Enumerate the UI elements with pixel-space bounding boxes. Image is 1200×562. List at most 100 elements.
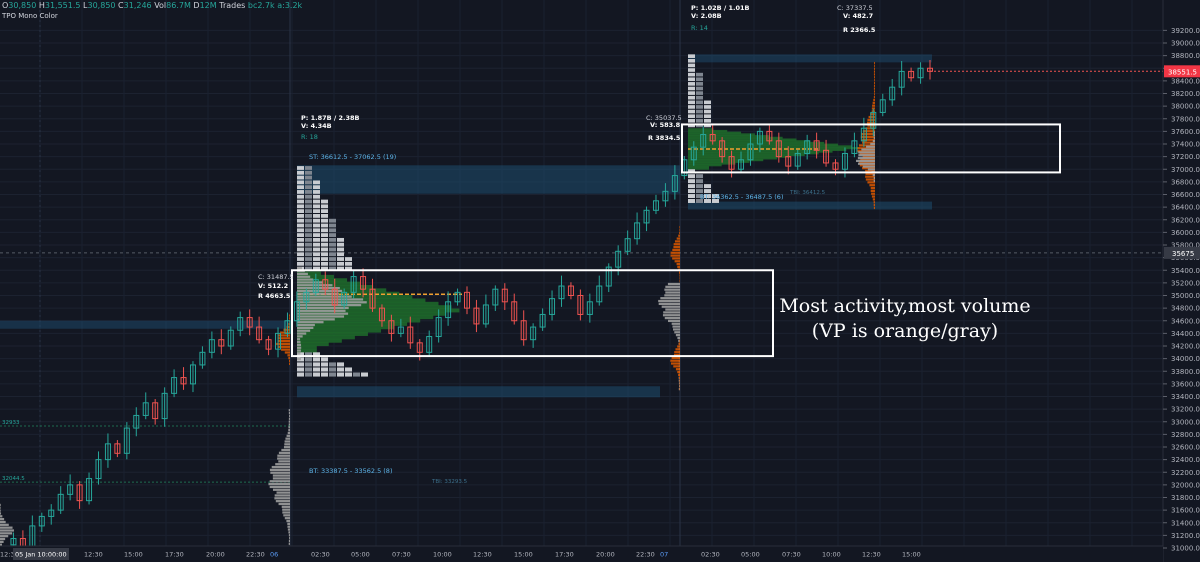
y-tick-label: 33600.0: [1171, 380, 1200, 388]
candle-body: [218, 339, 225, 347]
vp-bar: [674, 240, 680, 243]
candle-body: [407, 326, 414, 344]
candle-body: [908, 70, 915, 79]
vp-bar: [873, 206, 875, 210]
vp-bar: [874, 93, 875, 96]
open-value: 30,850: [8, 1, 37, 10]
tpo-cell: [313, 242, 320, 247]
d-label: D: [193, 1, 200, 10]
vp-bar: [862, 155, 875, 158]
candle-body: [549, 298, 556, 315]
vp-bar: [673, 245, 680, 249]
tpo-cell: [361, 372, 368, 377]
candle-body: [464, 291, 470, 309]
vp-bar: [867, 168, 875, 171]
tpo-cell: [696, 72, 703, 77]
vp-bar: [289, 314, 290, 317]
tpo-cell: [329, 247, 336, 252]
y-tick-label: 31800.0: [1171, 494, 1200, 502]
vp-bar: [679, 339, 680, 342]
tpo-cell: [688, 184, 695, 189]
tpo-cell: [345, 261, 352, 266]
tpo-cell: [305, 209, 312, 214]
vp-bar: [288, 539, 290, 543]
vp-bar: [871, 192, 875, 195]
value-area-row: [297, 308, 460, 313]
y-tick-label: 34400.0: [1171, 330, 1200, 338]
value-area-row: [688, 141, 825, 145]
vp-bar: [297, 340, 301, 344]
y-tick-label: 37400.0: [1171, 141, 1200, 149]
vp-bar: [269, 468, 290, 472]
vp-bar: [658, 302, 680, 305]
candle-body: [832, 162, 839, 170]
candle-body: [57, 493, 64, 511]
tpo-cell: [337, 362, 344, 367]
volume-profile-session-6-gray: [658, 282, 680, 391]
value-area-row: [297, 318, 421, 323]
vp-bar: [285, 437, 290, 440]
vp-bar: [679, 280, 680, 283]
tpo-cell: [704, 184, 711, 189]
candle-body: [766, 130, 773, 142]
candle-body: [331, 288, 338, 306]
session-6-st-label: ST: 36612.5 - 37062.5 (19): [309, 153, 396, 161]
vp-bar: [268, 482, 290, 486]
vp-bar: [858, 144, 875, 147]
tpo-cell: [313, 209, 320, 214]
tpo-cell: [329, 367, 336, 372]
vp-bar: [670, 359, 680, 362]
tpo-cell: [688, 86, 695, 91]
vp-bar: [873, 203, 875, 207]
tpo-cell: [329, 261, 336, 266]
candle-body: [615, 250, 622, 268]
candle-body: [208, 339, 215, 353]
tpo-cell: [345, 367, 352, 372]
tpo-cell: [329, 218, 336, 223]
vp-bar: [297, 312, 349, 315]
vp-bar: [297, 304, 362, 307]
value-area-row: [297, 271, 321, 276]
volume-profile-session-4-left: [0, 503, 14, 549]
tpo-profile-session-6-lower: [297, 352, 368, 377]
vp-bar: [278, 451, 290, 454]
tpo-cell: [696, 109, 703, 114]
vol-value: 86.7M: [166, 1, 191, 10]
y-tick-label: 33800.0: [1171, 368, 1200, 376]
vp-bar: [297, 349, 301, 352]
tpo-cell: [329, 362, 336, 367]
open-label: O: [2, 1, 9, 10]
y-tick-label: 36600.0: [1171, 191, 1200, 199]
vp-bar: [873, 137, 875, 140]
value-area-row: [688, 128, 714, 131]
candle-body: [577, 295, 584, 315]
tpo-cell: [321, 237, 328, 242]
bt-zone-session-6: [297, 386, 660, 398]
tpo-cell: [313, 199, 320, 204]
vp-bar: [676, 262, 680, 266]
close-value: 31,246: [123, 1, 152, 10]
y-tick-label: 38000.0: [1171, 103, 1200, 111]
value-area-row: [297, 332, 368, 336]
candle-body: [823, 149, 830, 164]
value-area-row: [688, 153, 805, 157]
vp-bar: [297, 275, 311, 278]
vp-bar: [673, 353, 680, 357]
tpo-cell: [297, 228, 304, 233]
tpo-cell: [297, 209, 304, 214]
candle-body: [841, 152, 848, 170]
candle-body: [889, 86, 896, 101]
tpo-cell: [704, 109, 711, 114]
vp-bar: [862, 130, 875, 133]
x-tick-label: 12:30: [0, 551, 19, 559]
vp-bar: [866, 145, 875, 148]
x-tick-label: 20:00: [206, 551, 225, 559]
tpo-cell: [704, 105, 711, 109]
vp-bar: [679, 228, 680, 232]
vp-bar: [282, 508, 290, 511]
tpo-cell: [321, 209, 328, 214]
tpo-cell: [313, 252, 320, 257]
vp-bar: [663, 311, 680, 314]
